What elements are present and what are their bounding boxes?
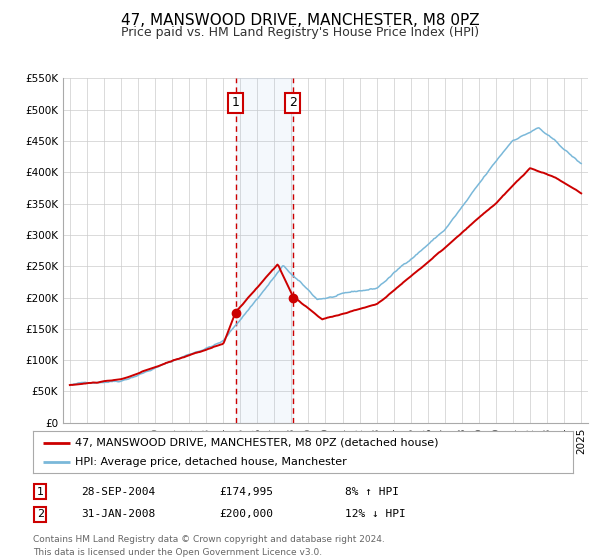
Text: 12% ↓ HPI: 12% ↓ HPI bbox=[345, 509, 406, 519]
Text: 28-SEP-2004: 28-SEP-2004 bbox=[81, 487, 155, 497]
Bar bbox=[236, 78, 293, 423]
Text: Contains HM Land Registry data © Crown copyright and database right 2024.: Contains HM Land Registry data © Crown c… bbox=[33, 535, 385, 544]
Text: 1: 1 bbox=[37, 487, 44, 497]
Text: £200,000: £200,000 bbox=[219, 509, 273, 519]
Text: 47, MANSWOOD DRIVE, MANCHESTER, M8 0PZ: 47, MANSWOOD DRIVE, MANCHESTER, M8 0PZ bbox=[121, 13, 479, 28]
Text: 2: 2 bbox=[37, 509, 44, 519]
Text: 47, MANSWOOD DRIVE, MANCHESTER, M8 0PZ (detached house): 47, MANSWOOD DRIVE, MANCHESTER, M8 0PZ (… bbox=[75, 437, 439, 447]
Text: 8% ↑ HPI: 8% ↑ HPI bbox=[345, 487, 399, 497]
Text: £174,995: £174,995 bbox=[219, 487, 273, 497]
Text: HPI: Average price, detached house, Manchester: HPI: Average price, detached house, Manc… bbox=[75, 457, 347, 467]
Text: 2: 2 bbox=[289, 96, 297, 109]
Text: 1: 1 bbox=[232, 96, 240, 109]
Text: This data is licensed under the Open Government Licence v3.0.: This data is licensed under the Open Gov… bbox=[33, 548, 322, 557]
Text: Price paid vs. HM Land Registry's House Price Index (HPI): Price paid vs. HM Land Registry's House … bbox=[121, 26, 479, 39]
Text: 31-JAN-2008: 31-JAN-2008 bbox=[81, 509, 155, 519]
